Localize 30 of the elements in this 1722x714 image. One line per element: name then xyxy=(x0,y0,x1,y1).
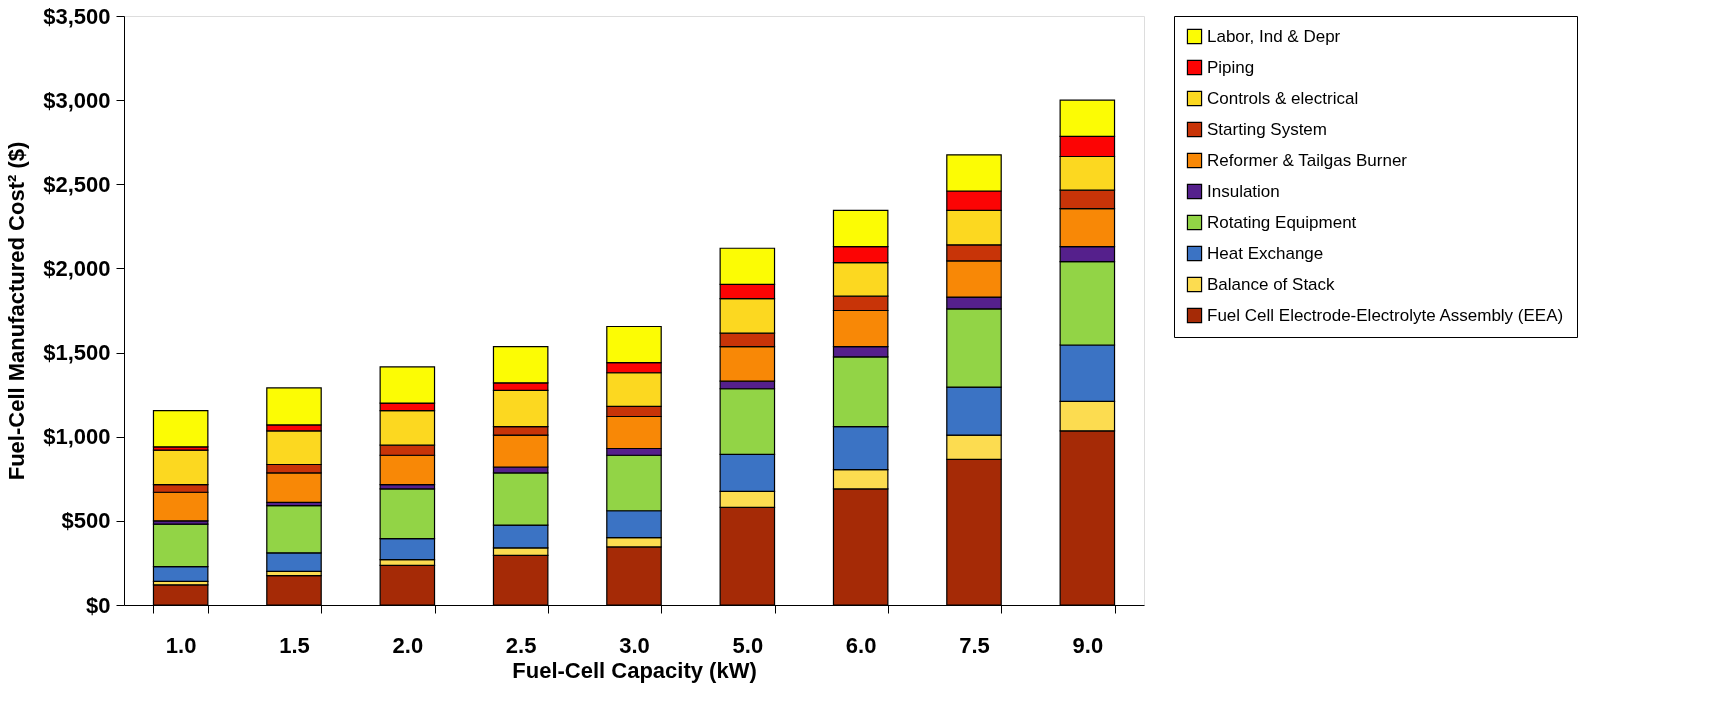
legend-label: Piping xyxy=(1207,57,1255,77)
y-tick-label: $0 xyxy=(86,592,111,618)
legend-label: Balance of Stack xyxy=(1207,274,1336,294)
x-tick-label: 7.5 xyxy=(959,632,990,658)
legend-label: Fuel Cell Electrode-Electrolyte Assembly (EEA) xyxy=(1207,305,1564,325)
legend-label: Heat Exchange xyxy=(1207,243,1324,263)
y-tick-label: $1,500 xyxy=(43,340,111,366)
x-tick-label: 2.0 xyxy=(392,632,424,658)
y-tick-label: $1,000 xyxy=(43,424,111,450)
x-tick-label: 3.0 xyxy=(619,632,650,658)
y-tick-label: $3,000 xyxy=(43,87,111,113)
legend-label: Insulation xyxy=(1207,181,1280,201)
legend-label: Controls & electrical xyxy=(1207,88,1359,108)
x-tick-label: 5.0 xyxy=(732,632,764,658)
y-tick-label: $3,500 xyxy=(43,3,111,29)
legend-label: Starting System xyxy=(1207,119,1327,139)
x-axis-title: Fuel-Cell Capacity (kW) xyxy=(512,657,757,683)
y-tick-label: $2,000 xyxy=(43,255,111,281)
y-tick-label: $500 xyxy=(61,508,111,534)
bar xyxy=(152,410,209,448)
x-tick-label: 1.5 xyxy=(279,632,310,658)
y-axis-title: Fuel-Cell Manufactured Cost² ($) xyxy=(4,141,30,481)
y-tick-label: $2,500 xyxy=(43,171,111,197)
x-tick-label: 9.0 xyxy=(1072,632,1104,658)
legend-label: Reformer & Tailgas Burner xyxy=(1207,150,1408,170)
x-tick-label: 6.0 xyxy=(845,632,877,658)
legend-label: Labor, Ind & Depr xyxy=(1207,26,1341,46)
legend-label: Rotating Equipment xyxy=(1207,212,1357,232)
x-tick-label: 1.0 xyxy=(165,632,197,658)
x-tick-label: 2.5 xyxy=(505,632,537,658)
